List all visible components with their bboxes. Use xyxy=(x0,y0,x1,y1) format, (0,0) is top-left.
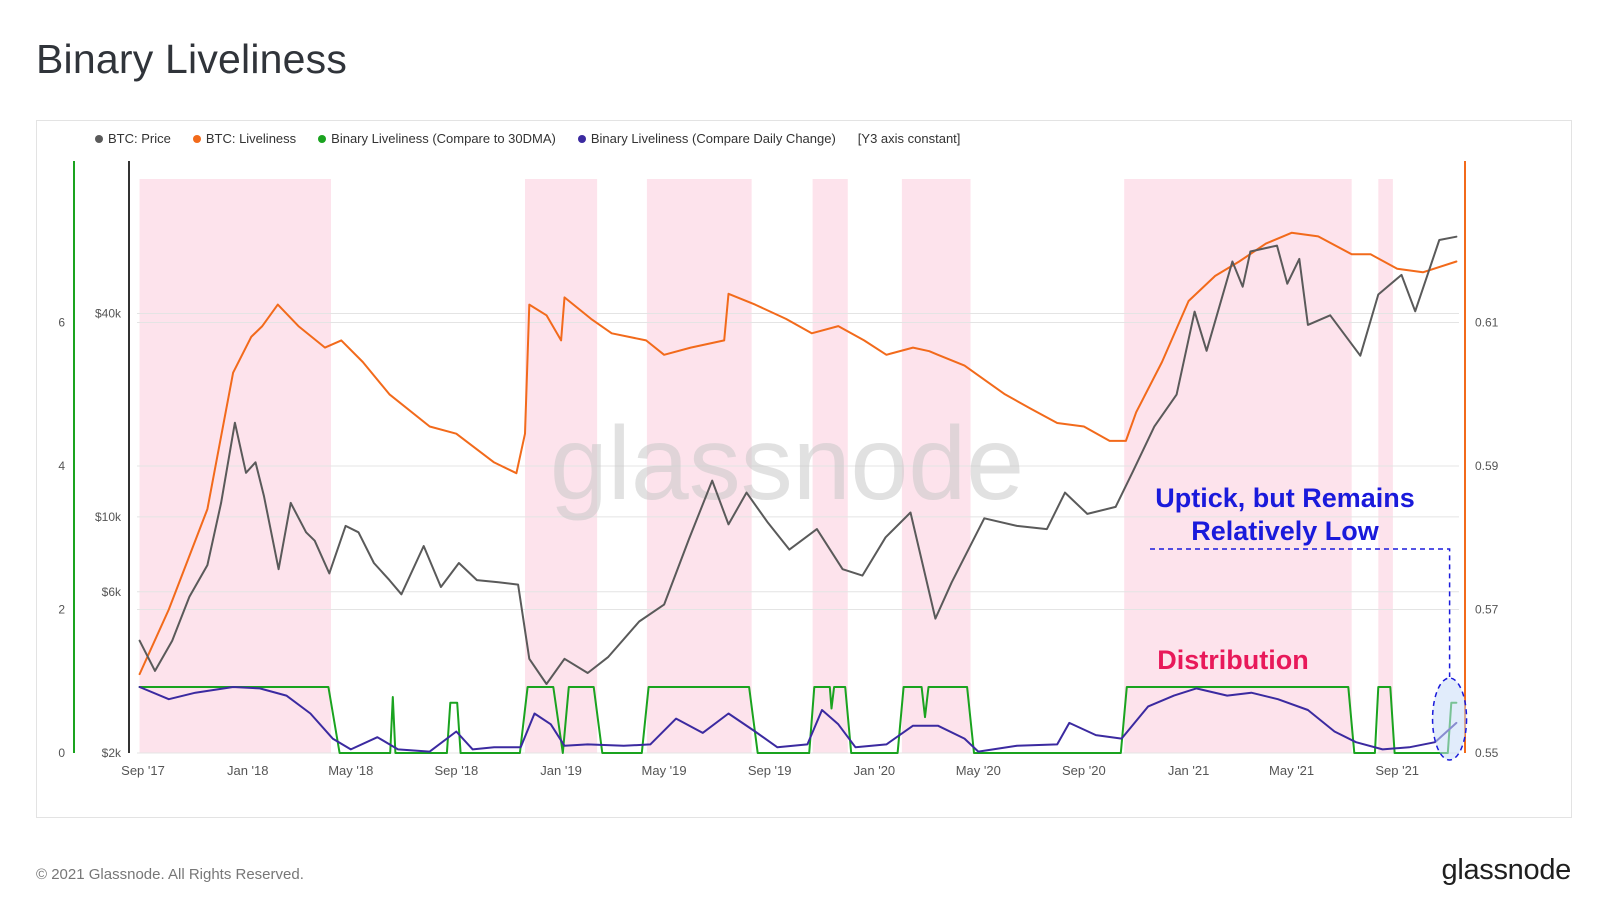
x-tick-label: Sep '18 xyxy=(434,763,478,778)
x-tick-label: May '18 xyxy=(328,763,373,778)
legend-note: [Y3 axis constant] xyxy=(857,131,961,146)
binary-tick-label: 6 xyxy=(58,316,65,330)
page-title: Binary Liveliness xyxy=(36,36,348,82)
x-tick-label: May '21 xyxy=(1269,763,1314,778)
x-tick-label: Sep '20 xyxy=(1062,763,1106,778)
price-tick-label: $40k xyxy=(95,306,122,320)
legend-label-liveliness: BTC: Liveliness xyxy=(205,131,297,146)
legend-label-binary-daily: Binary Liveliness (Compare Daily Change) xyxy=(590,131,836,146)
binary-tick-label: 2 xyxy=(58,603,65,617)
binary-daily-series-line xyxy=(138,686,1458,753)
price-series-line xyxy=(138,235,1458,685)
uptick-highlight-ellipse xyxy=(1431,677,1468,761)
chart-plot: glassnode 0 2 4 6 $2k $6k $10k $40k 0.55 0.57 0.59 0… xyxy=(58,161,1499,778)
liveliness-tick-label: 0.59 xyxy=(1475,459,1499,473)
chart-frame: BTC: Price BTC: Liveliness Binary Liveli… xyxy=(36,120,1572,818)
annotation-uptick-line2: Relatively Low xyxy=(1191,516,1380,546)
legend-item-binary-30dma[interactable]: Binary Liveliness (Compare to 30DMA) xyxy=(318,131,556,146)
liveliness-tick-label: 0.57 xyxy=(1475,603,1499,617)
x-tick-label: Sep '17 xyxy=(121,763,165,778)
watermark: glassnode xyxy=(550,406,1024,522)
uptick-leader-line xyxy=(1150,548,1451,677)
liveliness-tick-label: 0.61 xyxy=(1475,316,1499,330)
x-tick-label: Sep '19 xyxy=(748,763,792,778)
legend-dot-liveliness xyxy=(192,134,201,143)
price-tick-label: $2k xyxy=(102,746,122,760)
price-tick-label: $6k xyxy=(102,585,122,599)
legend-dot-price xyxy=(95,134,103,143)
legend: BTC: Price BTC: Liveliness Binary Liveli… xyxy=(95,131,960,146)
liveliness-tick-label: 0.55 xyxy=(1475,746,1499,760)
legend-item-liveliness[interactable]: BTC: Liveliness xyxy=(192,131,297,146)
binary-tick-label: 4 xyxy=(58,459,65,473)
x-tick-label: May '19 xyxy=(642,763,687,778)
x-tick-label: Jan '20 xyxy=(854,763,896,778)
legend-dot-binary-30dma xyxy=(318,134,327,143)
binary-30dma-series-line xyxy=(138,686,1458,754)
legend-dot-binary-daily xyxy=(577,134,586,143)
liveliness-series-line xyxy=(138,231,1458,676)
legend-item-binary-daily[interactable]: Binary Liveliness (Compare Daily Change) xyxy=(577,131,836,146)
annotation-uptick-line1: Uptick, but Remains xyxy=(1155,483,1415,513)
brand-logo: glassnode xyxy=(1441,854,1571,886)
legend-label-price: BTC: Price xyxy=(108,131,171,146)
x-tick-label: Sep '21 xyxy=(1375,763,1419,778)
x-tick-label: May '20 xyxy=(956,763,1001,778)
legend-item-price[interactable]: BTC: Price xyxy=(95,131,171,146)
x-tick-label: Jan '21 xyxy=(1168,763,1210,778)
x-tick-label: Jan '18 xyxy=(227,763,269,778)
binary-tick-label: 0 xyxy=(58,746,65,760)
price-tick-label: $10k xyxy=(95,510,122,524)
x-tick-label: Jan '19 xyxy=(540,763,582,778)
annotation-distribution: Distribution xyxy=(1157,645,1308,675)
legend-label-binary-30dma: Binary Liveliness (Compare to 30DMA) xyxy=(331,131,556,146)
copyright: © 2021 Glassnode. All Rights Reserved. xyxy=(36,866,304,883)
